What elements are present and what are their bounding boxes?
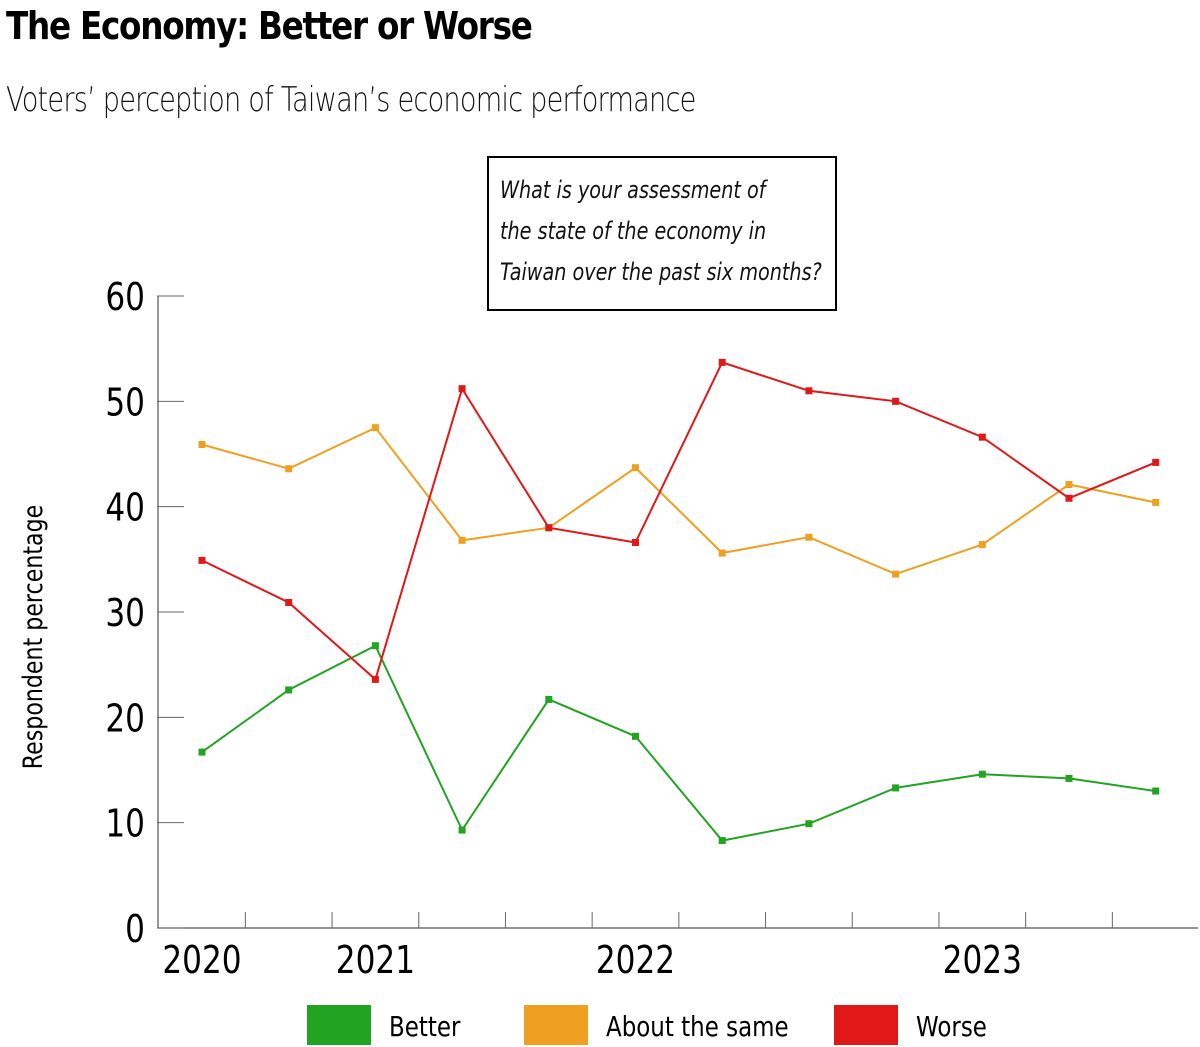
data-point [371, 424, 379, 432]
y-tick-label: 30 [105, 592, 145, 636]
axes: 0 10 20 30 40 50 60 2020 2021 2022 2023 [105, 276, 1198, 983]
data-point [371, 642, 379, 650]
data-point [198, 441, 206, 449]
x-tick-label: 2021 [336, 939, 415, 983]
annotation-line: the state of the economy in [500, 218, 766, 246]
data-point [632, 732, 639, 740]
legend-swatch [307, 1005, 371, 1045]
series-worse [198, 358, 1160, 683]
x-tick-label: 2022 [596, 939, 675, 983]
data-point [978, 433, 986, 441]
y-tick-label: 60 [105, 276, 145, 320]
data-point [545, 524, 553, 532]
data-point [1065, 774, 1073, 782]
series-about-the-same [198, 424, 1160, 578]
legend: Better About the same Worse [307, 1005, 987, 1045]
legend-label: Better [389, 1011, 461, 1044]
data-point [892, 397, 900, 405]
data-point [285, 465, 293, 473]
data-point [198, 556, 206, 564]
data-point [545, 695, 553, 703]
data-point [371, 675, 379, 683]
data-point [1065, 494, 1073, 502]
series-better [198, 642, 1160, 845]
x-tick-label: 2023 [943, 939, 1022, 983]
legend-swatch [524, 1005, 588, 1045]
y-axis-label: Respondent percentage [17, 505, 49, 769]
legend-item: About the same [524, 1005, 789, 1045]
legend-swatch [834, 1005, 898, 1045]
data-point [805, 387, 813, 395]
data-point [632, 464, 639, 472]
legend-label: About the same [606, 1011, 789, 1044]
data-point [805, 533, 813, 541]
annotation-box [487, 156, 837, 311]
legend-label: Worse [916, 1011, 987, 1044]
y-tick-label: 50 [105, 381, 145, 425]
y-tick-label: 10 [105, 803, 145, 847]
annotation-line: What is your assessment of [500, 177, 768, 205]
data-point [892, 570, 900, 578]
x-tick-label: 2020 [162, 939, 241, 983]
data-point [1152, 458, 1160, 466]
data-point [632, 538, 639, 546]
y-tick-label: 20 [105, 697, 145, 741]
data-point [285, 686, 293, 694]
series-group [198, 358, 1160, 845]
annotation-line: Taiwan over the past six months? [500, 259, 822, 287]
data-point [718, 358, 726, 366]
data-point [285, 599, 293, 607]
legend-item: Better [307, 1005, 461, 1045]
data-point [978, 541, 986, 549]
data-point [458, 385, 466, 393]
chart-subtitle: Voters’ perception of Taiwan’s economic … [6, 80, 696, 120]
data-point [805, 820, 813, 828]
series-line [201, 361, 1157, 682]
data-point [458, 826, 466, 834]
data-point [198, 748, 206, 756]
data-point [1065, 481, 1073, 489]
data-point [1152, 498, 1160, 506]
data-point [718, 837, 726, 845]
data-point [892, 784, 900, 792]
legend-item: Worse [834, 1005, 987, 1045]
question-annotation: What is your assessment of the state of t… [487, 156, 837, 311]
y-tick-label: 0 [125, 908, 145, 952]
data-point [718, 549, 726, 557]
series-line [201, 644, 1156, 842]
series-line [201, 426, 1156, 576]
data-point [978, 770, 986, 778]
y-tick-label: 40 [105, 487, 145, 531]
data-point [458, 536, 466, 544]
chart-title: The Economy: Better or Worse [6, 4, 533, 48]
data-point [1152, 787, 1160, 795]
